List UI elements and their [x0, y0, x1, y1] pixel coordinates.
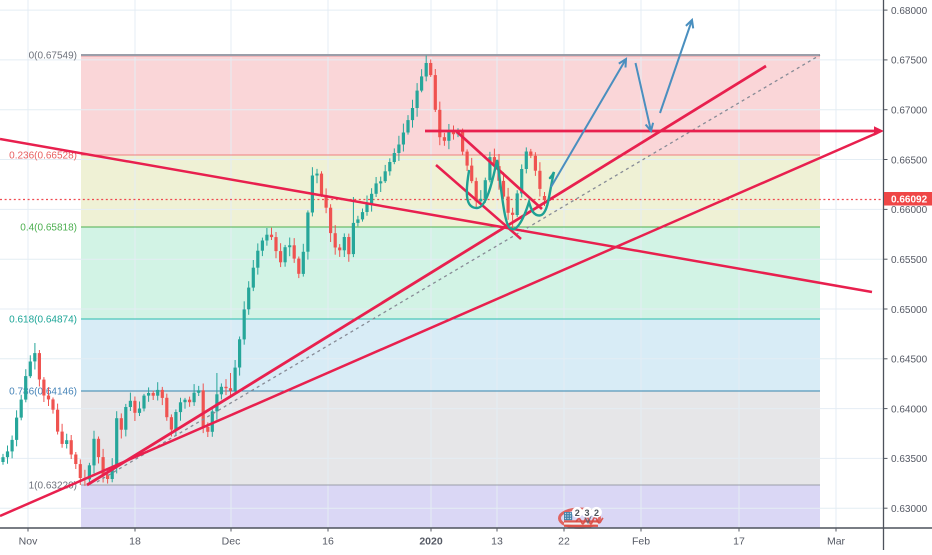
svg-text:0.65000: 0.65000: [891, 305, 928, 316]
svg-text:0.4(0.65818): 0.4(0.65818): [20, 223, 77, 234]
svg-text:17: 17: [733, 536, 745, 548]
svg-text:0.236(0.66528): 0.236(0.66528): [9, 151, 77, 162]
svg-text:Feb: Feb: [632, 536, 650, 548]
svg-text:0.65500: 0.65500: [891, 255, 928, 266]
svg-text:0.618(0.64874): 0.618(0.64874): [9, 315, 77, 326]
svg-text:0.64500: 0.64500: [891, 355, 928, 366]
svg-text:0.63000: 0.63000: [891, 504, 928, 515]
svg-text:0(0.67549): 0(0.67549): [29, 51, 77, 62]
svg-text:0.67000: 0.67000: [891, 106, 928, 117]
svg-text:22: 22: [558, 536, 570, 548]
svg-text:1(0.63220): 1(0.63220): [29, 481, 77, 492]
svg-text:0.67500: 0.67500: [891, 56, 928, 67]
svg-text:0.66500: 0.66500: [891, 155, 928, 166]
svg-text:2: 2: [575, 508, 580, 518]
svg-text:0.63500: 0.63500: [891, 454, 928, 465]
svg-text:Nov: Nov: [19, 536, 38, 548]
svg-text:3: 3: [584, 508, 589, 518]
svg-text:2: 2: [594, 508, 599, 518]
svg-text:0.66000: 0.66000: [891, 205, 928, 216]
svg-text:Mar: Mar: [827, 536, 846, 548]
svg-text:18: 18: [129, 536, 141, 548]
svg-text:0.68000: 0.68000: [891, 6, 928, 17]
svg-text:0.64000: 0.64000: [891, 404, 928, 415]
svg-text:16: 16: [322, 536, 334, 548]
svg-text:13: 13: [491, 536, 503, 548]
svg-text:0.66092: 0.66092: [891, 195, 928, 206]
svg-text:2020: 2020: [419, 536, 443, 548]
svg-text:Dec: Dec: [222, 536, 241, 548]
